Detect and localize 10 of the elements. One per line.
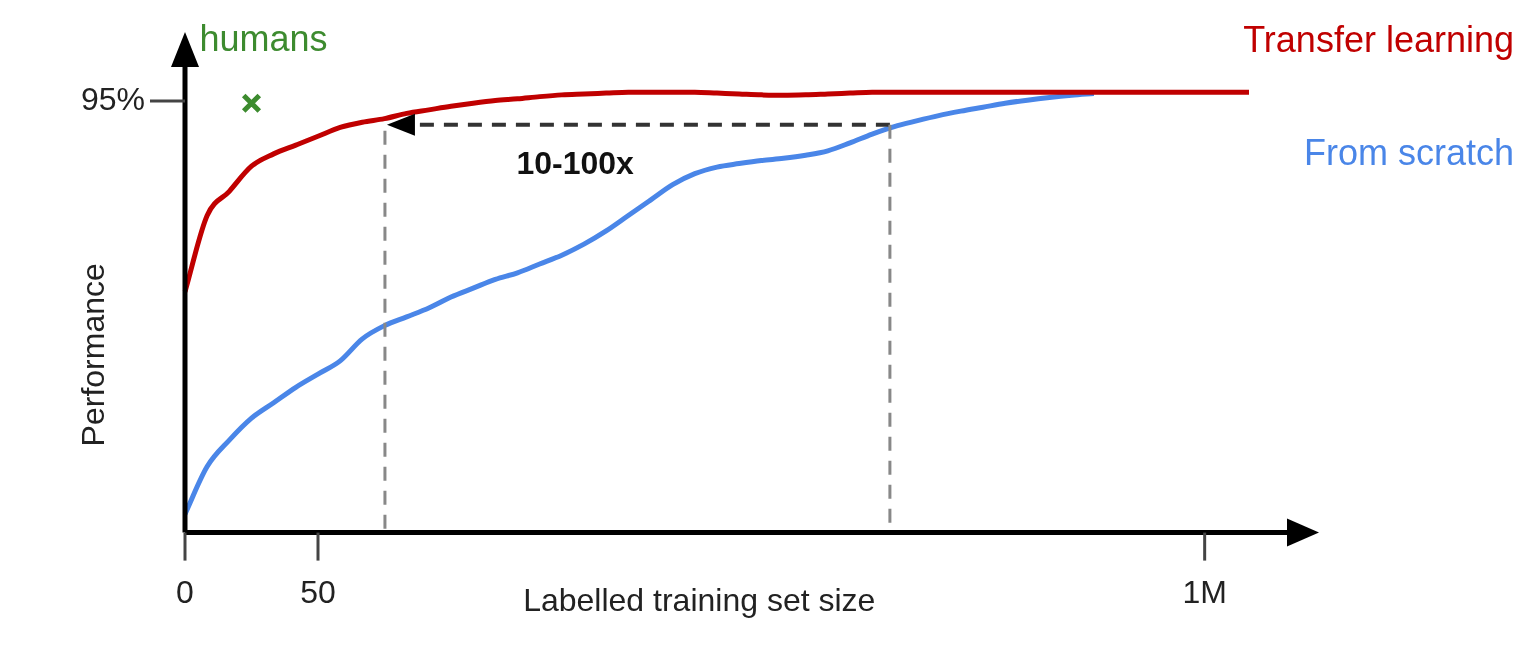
series-label: Transfer learning xyxy=(1243,19,1514,61)
x-tick-label: 0 xyxy=(176,573,194,610)
x-axis-title: Labelled training set size xyxy=(523,582,876,619)
y-axis-title: Performance xyxy=(74,263,111,447)
text: 95% xyxy=(80,80,145,117)
x-tick-label: 1M xyxy=(1182,573,1227,610)
series-label: humans xyxy=(199,18,328,60)
annotation: 10-100x xyxy=(516,144,635,181)
text: From scratch xyxy=(1303,132,1514,174)
x-tick-label: 50 xyxy=(300,573,336,610)
